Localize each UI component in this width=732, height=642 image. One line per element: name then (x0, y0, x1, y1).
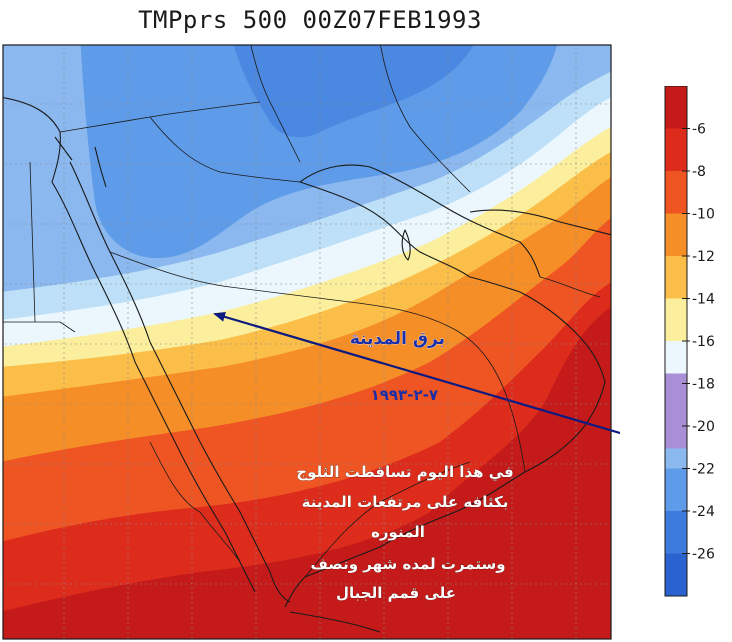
colorbar-tick-label: -14 (692, 292, 715, 308)
colorbar: -6 -8 -10 -12 -14 -16 -18 -20 -22 -24 -26 (664, 86, 715, 597)
date-label: ٧-٢-١٩٩٣ (371, 386, 438, 404)
description-line: بكثافه على مرتفعات المدينة (302, 493, 509, 511)
band-blue-core (80, 45, 558, 259)
colorbar-swatch (665, 86, 687, 129)
colorbar-swatch (665, 511, 687, 554)
colorbar-tick-label: -6 (692, 122, 706, 138)
description-line: في هذا اليوم تساقطت الثلوج (296, 463, 513, 481)
colorbar-frame (664, 86, 688, 597)
colorbar-swatches (665, 86, 687, 597)
pointer-arrow (213, 312, 620, 435)
description-line: المنوره (371, 523, 425, 541)
map-title: TMPprs 500 00Z07FEB1993 (138, 6, 482, 34)
colorbar-swatch (665, 256, 687, 299)
coastlines (3, 45, 611, 633)
colorbar-swatch (665, 213, 687, 257)
description-line: على قمم الجبال (336, 584, 456, 602)
colorbar-tick-label: -12 (692, 249, 715, 265)
colorbar-swatch (665, 298, 687, 342)
description-block: في هذا اليوم تساقطت الثلوج بكثافه على مر… (296, 463, 514, 603)
band-blue-deep (233, 45, 474, 138)
colorbar-tick-label: -18 (692, 377, 715, 393)
description-line: وستمرت لمده شهر ونصف (310, 555, 505, 573)
colorbar-swatch (665, 128, 687, 172)
colorbar-tick-label: -10 (692, 207, 715, 223)
colorbar-tick-label: -8 (692, 164, 706, 180)
colorbar-tick-label: -16 (692, 334, 715, 350)
colorbar-tick-label: -20 (692, 419, 715, 435)
colorbar-tick-label: -22 (692, 462, 715, 478)
city-name-label: برق المدينة (350, 329, 445, 349)
colorbar-swatch (665, 341, 687, 384)
colorbar-highlight-fill (665, 373, 687, 449)
colorbar-tick-label: -24 (692, 504, 715, 520)
temperature-map: برق المدينة ٧-٢-١٩٩٣ في هذا اليوم تساقطت… (2, 44, 620, 640)
colorbar-ticks: -6 -8 -10 -12 -14 -16 -18 -20 -22 -24 -26 (682, 122, 715, 563)
colorbar-swatch (665, 553, 687, 597)
colorbar-swatch (665, 468, 687, 512)
colorbar-tick-label: -26 (692, 547, 715, 563)
map-frame (2, 44, 612, 640)
colorbar-swatch (665, 171, 687, 214)
